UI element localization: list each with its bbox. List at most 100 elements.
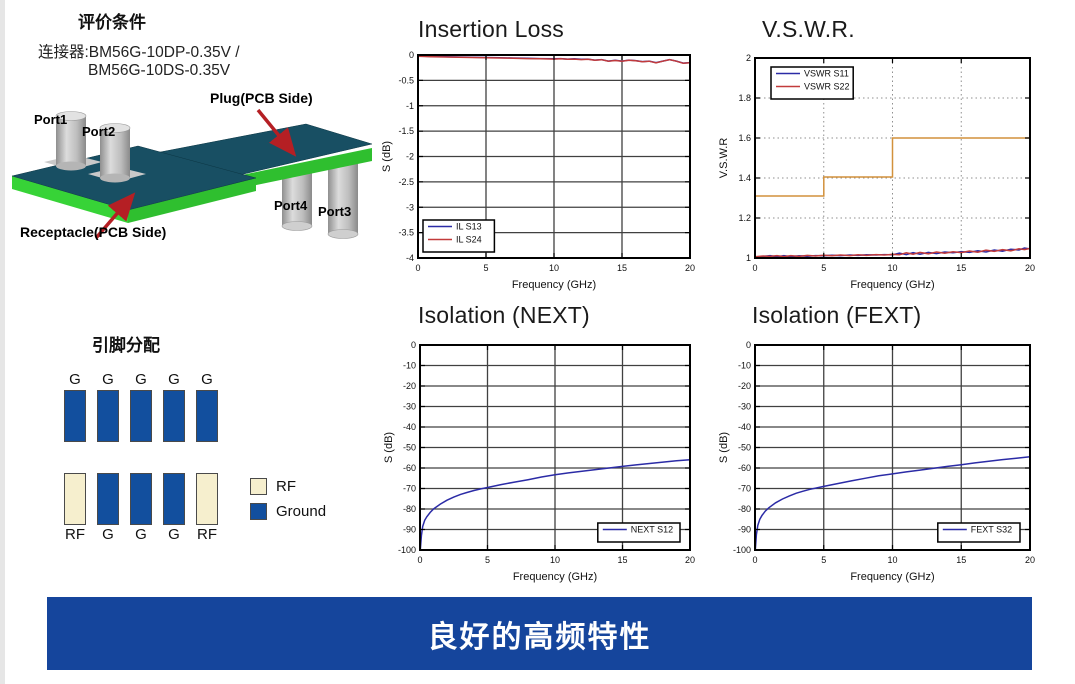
- y-tick-label: -90: [738, 525, 751, 535]
- pin-g: G: [64, 370, 86, 442]
- section-title-pin-assignment: 引脚分配: [92, 336, 160, 355]
- pin-g: G: [163, 473, 185, 545]
- chart-title-isolation-next: Isolation (NEXT): [418, 302, 590, 328]
- pin-label: RF: [197, 526, 217, 543]
- chart-title-isolation-fext: Isolation (FEXT): [752, 302, 922, 328]
- pin-label: G: [102, 371, 114, 388]
- connector-illustration: [11, 108, 372, 240]
- port2-cylinder: [88, 123, 146, 183]
- pin-label: G: [102, 526, 114, 543]
- series-line: [419, 459, 691, 551]
- y-tick-label: -80: [403, 504, 416, 514]
- x-tick-label: 0: [752, 555, 757, 565]
- legend-label: Ground: [276, 503, 327, 520]
- legend-label: VSWR S22: [804, 82, 850, 92]
- port2-label: Port2: [82, 124, 116, 139]
- connector-model-line2: BM56G-10DS-0.35V: [88, 62, 231, 79]
- x-axis-label: Frequency (GHz): [513, 571, 597, 583]
- y-tick-label: -70: [738, 484, 751, 494]
- plug-label: Plug(PCB Side): [210, 90, 313, 106]
- y-tick-label: 1: [746, 253, 751, 263]
- pin-g: G: [130, 473, 152, 545]
- pin-legend-item-ground: Ground: [250, 503, 326, 520]
- y-tick-label: -20: [738, 381, 751, 391]
- y-tick-label: 0: [746, 340, 751, 350]
- y-tick-label: -4: [406, 253, 414, 263]
- port3-label: Port3: [318, 204, 352, 219]
- legend-label: FEXT S32: [971, 525, 1012, 535]
- pin-legend-item-rf: RF: [250, 478, 326, 495]
- receptacle-label: Receptacle(PCB Side): [20, 224, 167, 240]
- pin-rect-ground: [97, 390, 119, 442]
- y-tick-label: -1.5: [398, 126, 414, 136]
- y-tick-label: -10: [403, 361, 416, 371]
- x-tick-label: 5: [821, 555, 826, 565]
- legend-box: [597, 522, 681, 543]
- legend-label: NEXT S12: [631, 525, 673, 535]
- pin-rect-rf: [64, 473, 86, 525]
- x-tick-label: 20: [1025, 263, 1035, 273]
- legend-label: RF: [276, 478, 296, 495]
- pin-label: G: [69, 371, 81, 388]
- pin-label: G: [135, 371, 147, 388]
- banner-text: 良好的高频特性: [427, 620, 652, 654]
- pin-rect-ground: [163, 390, 185, 442]
- next-chart: 0 5 10 15 20 0 -10 -20 -30 -40 -50 -60 -70 -80 -90 -100…: [383, 340, 695, 583]
- section-title-evaluation-conditions: 评价条件: [78, 13, 146, 32]
- x-tick-label: 20: [1025, 555, 1035, 565]
- y-tick-label: -20: [403, 381, 416, 391]
- il-chart: 0 5 10 15 20 0 -0.5 -1 -1.5 -2 -2.5 -3 -3.5 -4 Frequen…: [381, 50, 695, 291]
- pin-rect-ground: [130, 390, 152, 442]
- port1-cylinder: [44, 111, 102, 171]
- x-tick-label: 0: [417, 555, 422, 565]
- y-tick-label: -40: [738, 422, 751, 432]
- legend-box: [937, 522, 1021, 543]
- x-tick-label: 0: [752, 263, 757, 273]
- y-tick-label: -0.5: [398, 75, 414, 85]
- pin-label: G: [135, 526, 147, 543]
- port4-label: Port4: [274, 198, 308, 213]
- legend-box: [422, 219, 496, 253]
- y-tick-label: 1.6: [738, 133, 751, 143]
- pin-rect-ground: [163, 473, 185, 525]
- x-tick-label: 15: [617, 263, 627, 273]
- x-tick-label: 15: [956, 263, 966, 273]
- x-tick-label: 20: [685, 555, 695, 565]
- y-tick-label: -100: [733, 545, 751, 555]
- x-axis-label: Frequency (GHz): [850, 571, 934, 583]
- x-tick-label: 20: [685, 263, 695, 273]
- pin-rf: RF: [64, 473, 86, 545]
- x-tick-label: 5: [821, 263, 826, 273]
- chart-title-insertion-loss: Insertion Loss: [418, 16, 564, 42]
- y-tick-label: -3.5: [398, 228, 414, 238]
- legend-label: VSWR S11: [804, 69, 849, 79]
- pin-g: G: [163, 370, 185, 442]
- pin-label: G: [168, 526, 180, 543]
- x-tick-label: 5: [485, 555, 490, 565]
- connector-model-line1: 连接器:BM56G-10DP-0.35V /: [38, 44, 240, 61]
- pin-g: G: [196, 370, 218, 442]
- y-tick-label: -60: [738, 463, 751, 473]
- pin-legend: RF Ground: [250, 478, 326, 520]
- port1-label: Port1: [34, 112, 68, 127]
- pin-rect-ground: [130, 473, 152, 525]
- y-axis-label: S (dB): [383, 432, 395, 463]
- left-edge-strip: [0, 0, 5, 684]
- x-tick-label: 10: [549, 263, 559, 273]
- pin-label: G: [201, 371, 213, 388]
- x-tick-label: 0: [415, 263, 420, 273]
- legend-label: IL S13: [456, 222, 482, 232]
- legend-swatch-rf: [250, 478, 267, 495]
- y-tick-label: 1.2: [738, 213, 751, 223]
- connector-figure: Port1 Port2 Plug(PCB Side) Port4 Port3 R…: [0, 88, 372, 260]
- port3-cylinder: [327, 164, 359, 239]
- plug-arrow: [256, 108, 297, 157]
- y-tick-label: -80: [738, 504, 751, 514]
- x-axis-label: Frequency (GHz): [512, 279, 596, 291]
- x-tick-label: 10: [887, 555, 897, 565]
- legend-box: [770, 66, 854, 100]
- legend-label: IL S24: [456, 235, 482, 245]
- y-axis-label: S (dB): [381, 141, 393, 172]
- pin-rect-ground: [97, 473, 119, 525]
